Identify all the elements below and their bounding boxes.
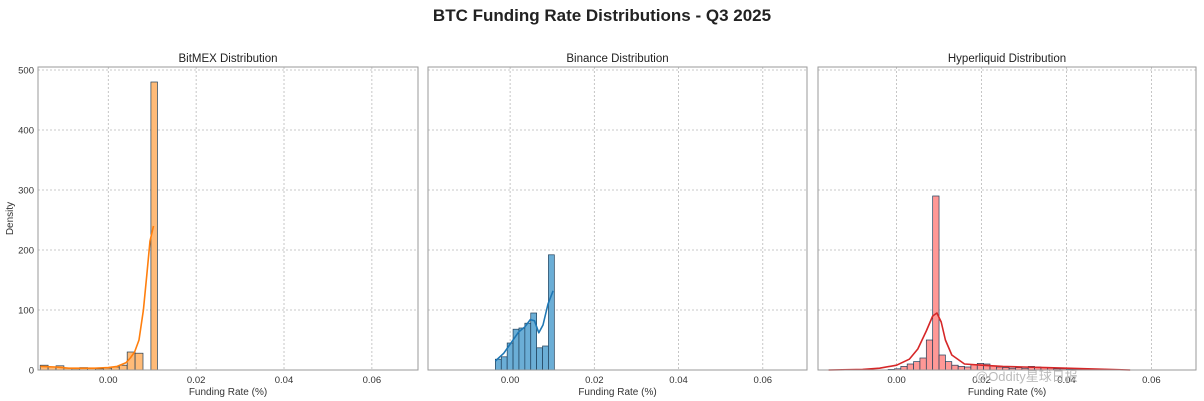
x-tick-label: 0.06 (754, 375, 773, 386)
x-tick-label: 0.00 (887, 375, 906, 386)
histogram-bar (118, 364, 128, 371)
x-tick-label: 0.06 (1142, 375, 1161, 386)
x-tick-label: 0.02 (972, 375, 991, 386)
histogram-bar (951, 364, 959, 371)
histogram-bar (150, 81, 158, 371)
histogram-bar (548, 254, 555, 371)
histogram-bar (957, 366, 965, 371)
figure-title: BTC Funding Rate Distributions - Q3 2025 (432, 6, 772, 25)
x-axis-label: Funding Rate (%) (189, 387, 267, 398)
kde-curve (494, 290, 554, 362)
panel-title: Binance Distribution (566, 53, 668, 65)
watermark: @Oddity星球日报 (975, 369, 1078, 384)
x-tick-label: 0.04 (669, 375, 688, 386)
y-tick-label: 500 (18, 66, 34, 77)
histogram-bar (542, 345, 549, 371)
histogram-bar (945, 361, 953, 371)
x-tick-label: 0.02 (187, 375, 206, 386)
histogram-bar (906, 363, 914, 371)
panel-title: Hyperliquid Distribution (948, 53, 1066, 65)
histogram-bar (919, 357, 927, 371)
x-tick-label: 0.00 (99, 375, 118, 386)
plot-frame (817, 66, 1197, 371)
histogram-bar (925, 339, 934, 371)
y-tick-label: 100 (18, 306, 34, 317)
histogram-bar (524, 322, 532, 371)
histogram-bar (536, 347, 543, 371)
histogram-bar (518, 327, 526, 371)
histogram-bar (500, 356, 508, 371)
panel-1: 0.00 0.02 0.04 0.06 0 100 200 300 400 500 BitMEX D… (5, 53, 419, 398)
histogram-bar (932, 195, 940, 371)
histogram-bar (530, 312, 537, 371)
histogram-bar (900, 366, 908, 371)
x-tick-label: 0.04 (1057, 375, 1076, 386)
x-axis-label: Funding Rate (%) (968, 387, 1046, 398)
kde-curve (828, 312, 1131, 371)
y-tick-label: 300 (18, 186, 34, 197)
histogram-bar (938, 354, 946, 371)
histogram-bar (913, 361, 921, 371)
y-tick-label: 400 (18, 126, 34, 137)
x-tick-label: 0.06 (363, 375, 382, 386)
histogram-bar (134, 352, 144, 371)
panel-title: BitMEX Distribution (178, 53, 277, 65)
panel-2: 0.00 0.02 0.04 0.06 Binance Distribution Fund… (427, 53, 808, 398)
y-tick-label: 0 (29, 366, 34, 377)
panel-3: 0.00 0.02 0.04 0.06 Hyperliquid Distribution… (817, 53, 1197, 398)
kde-curve (40, 225, 155, 370)
plot-frame (37, 66, 419, 371)
y-tick-label: 200 (18, 246, 34, 257)
x-tick-label: 0.00 (501, 375, 520, 386)
x-tick-label: 0.04 (275, 375, 294, 386)
x-axis-label: Funding Rate (%) (578, 387, 656, 398)
plot-frame (427, 66, 808, 371)
x-tick-label: 0.02 (585, 375, 604, 386)
y-axis-label: Density (5, 202, 16, 235)
